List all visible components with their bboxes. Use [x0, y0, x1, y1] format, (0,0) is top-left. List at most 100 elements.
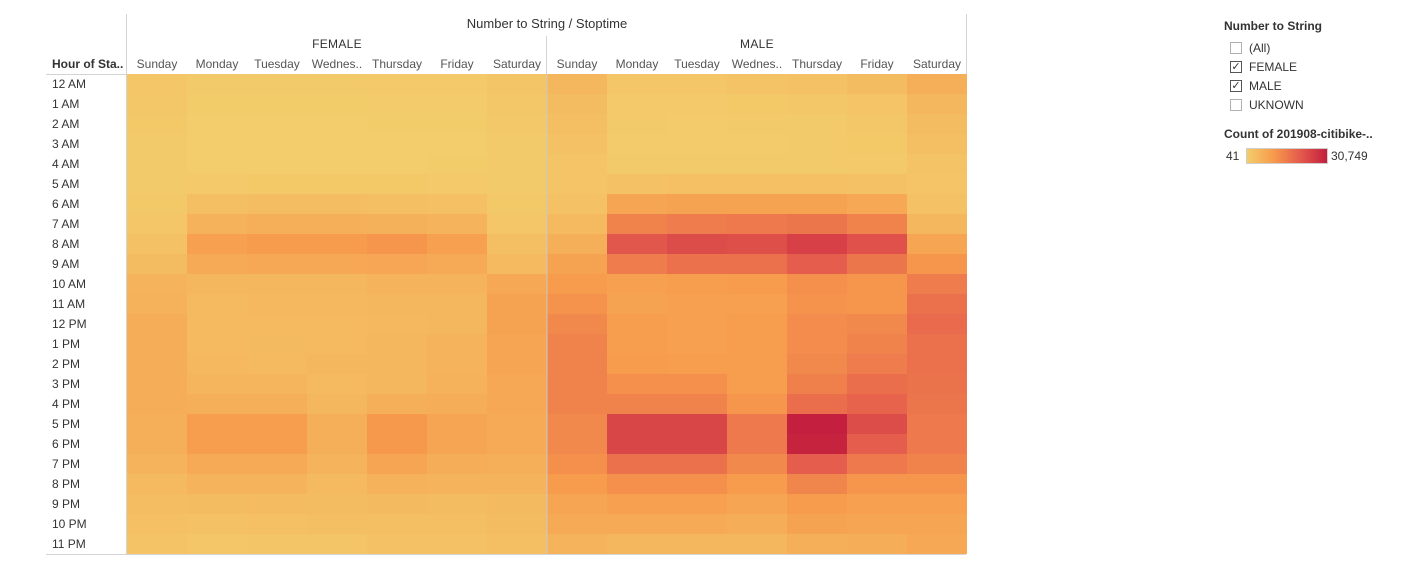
heatmap-cell[interactable]: [127, 534, 187, 554]
heatmap-cell[interactable]: [787, 534, 847, 554]
heatmap-cell[interactable]: [787, 114, 847, 134]
heatmap-cell[interactable]: [547, 234, 607, 254]
heatmap-cell[interactable]: [127, 334, 187, 354]
heatmap-cell[interactable]: [847, 534, 907, 554]
heatmap-cell[interactable]: [247, 134, 307, 154]
heatmap-cell[interactable]: [247, 334, 307, 354]
heatmap-cell[interactable]: [427, 294, 487, 314]
heatmap-cell[interactable]: [487, 194, 547, 214]
heatmap-cell[interactable]: [127, 414, 187, 434]
heatmap-cell[interactable]: [487, 114, 547, 134]
heatmap-cell[interactable]: [307, 294, 367, 314]
heatmap-cell[interactable]: [127, 174, 187, 194]
heatmap-cell[interactable]: [307, 234, 367, 254]
heatmap-cell[interactable]: [247, 274, 307, 294]
heatmap-cell[interactable]: [487, 394, 547, 414]
heatmap-cell[interactable]: [907, 474, 967, 494]
heatmap-cell[interactable]: [847, 414, 907, 434]
heatmap-cell[interactable]: [367, 414, 427, 434]
heatmap-cell[interactable]: [127, 314, 187, 334]
heatmap-cell[interactable]: [787, 154, 847, 174]
heatmap-cell[interactable]: [427, 514, 487, 534]
heatmap-cell[interactable]: [127, 514, 187, 534]
heatmap-cell[interactable]: [847, 314, 907, 334]
heatmap-cell[interactable]: [187, 94, 247, 114]
heatmap-cell[interactable]: [307, 154, 367, 174]
heatmap-cell[interactable]: [727, 214, 787, 234]
heatmap-cell[interactable]: [487, 454, 547, 474]
heatmap-cell[interactable]: [247, 494, 307, 514]
heatmap-cell[interactable]: [367, 394, 427, 414]
heatmap-cell[interactable]: [247, 534, 307, 554]
heatmap-cell[interactable]: [487, 274, 547, 294]
heatmap-cell[interactable]: [307, 74, 367, 94]
heatmap-cell[interactable]: [667, 414, 727, 434]
heatmap-cell[interactable]: [367, 354, 427, 374]
heatmap-cell[interactable]: [127, 474, 187, 494]
heatmap-cell[interactable]: [727, 294, 787, 314]
heatmap-cell[interactable]: [427, 274, 487, 294]
heatmap-cell[interactable]: [667, 214, 727, 234]
heatmap-cell[interactable]: [187, 174, 247, 194]
heatmap-cell[interactable]: [187, 474, 247, 494]
filter-option[interactable]: (All): [1230, 40, 1270, 56]
heatmap-cell[interactable]: [847, 454, 907, 474]
heatmap-cell[interactable]: [667, 234, 727, 254]
heatmap-cell[interactable]: [607, 374, 667, 394]
heatmap-cell[interactable]: [307, 214, 367, 234]
heatmap-cell[interactable]: [127, 254, 187, 274]
heatmap-cell[interactable]: [247, 174, 307, 194]
heatmap-cell[interactable]: [187, 394, 247, 414]
heatmap[interactable]: [127, 74, 967, 554]
heatmap-cell[interactable]: [427, 214, 487, 234]
heatmap-cell[interactable]: [667, 474, 727, 494]
heatmap-cell[interactable]: [727, 134, 787, 154]
heatmap-cell[interactable]: [907, 434, 967, 454]
heatmap-cell[interactable]: [607, 214, 667, 234]
heatmap-cell[interactable]: [367, 114, 427, 134]
heatmap-cell[interactable]: [427, 374, 487, 394]
heatmap-cell[interactable]: [487, 74, 547, 94]
heatmap-cell[interactable]: [787, 194, 847, 214]
heatmap-cell[interactable]: [367, 254, 427, 274]
heatmap-cell[interactable]: [727, 514, 787, 534]
heatmap-cell[interactable]: [667, 494, 727, 514]
heatmap-cell[interactable]: [607, 74, 667, 94]
heatmap-cell[interactable]: [247, 294, 307, 314]
heatmap-cell[interactable]: [127, 114, 187, 134]
heatmap-cell[interactable]: [307, 514, 367, 534]
heatmap-cell[interactable]: [787, 514, 847, 534]
heatmap-cell[interactable]: [667, 454, 727, 474]
heatmap-cell[interactable]: [307, 394, 367, 414]
heatmap-cell[interactable]: [667, 354, 727, 374]
heatmap-cell[interactable]: [847, 514, 907, 534]
heatmap-cell[interactable]: [127, 234, 187, 254]
heatmap-cell[interactable]: [787, 454, 847, 474]
heatmap-cell[interactable]: [847, 174, 907, 194]
heatmap-cell[interactable]: [607, 394, 667, 414]
heatmap-cell[interactable]: [907, 494, 967, 514]
heatmap-cell[interactable]: [187, 294, 247, 314]
heatmap-cell[interactable]: [367, 214, 427, 234]
heatmap-cell[interactable]: [667, 154, 727, 174]
heatmap-cell[interactable]: [787, 214, 847, 234]
heatmap-cell[interactable]: [547, 414, 607, 434]
heatmap-cell[interactable]: [787, 94, 847, 114]
heatmap-cell[interactable]: [907, 134, 967, 154]
heatmap-cell[interactable]: [187, 454, 247, 474]
heatmap-cell[interactable]: [187, 234, 247, 254]
heatmap-cell[interactable]: [667, 514, 727, 534]
heatmap-cell[interactable]: [847, 394, 907, 414]
heatmap-cell[interactable]: [547, 534, 607, 554]
heatmap-cell[interactable]: [367, 194, 427, 214]
heatmap-cell[interactable]: [247, 214, 307, 234]
heatmap-cell[interactable]: [187, 114, 247, 134]
heatmap-cell[interactable]: [607, 434, 667, 454]
heatmap-cell[interactable]: [667, 374, 727, 394]
heatmap-cell[interactable]: [547, 394, 607, 414]
row-header-title[interactable]: Hour of Sta..: [52, 57, 124, 71]
heatmap-cell[interactable]: [667, 394, 727, 414]
heatmap-cell[interactable]: [367, 334, 427, 354]
heatmap-cell[interactable]: [127, 154, 187, 174]
heatmap-cell[interactable]: [607, 494, 667, 514]
